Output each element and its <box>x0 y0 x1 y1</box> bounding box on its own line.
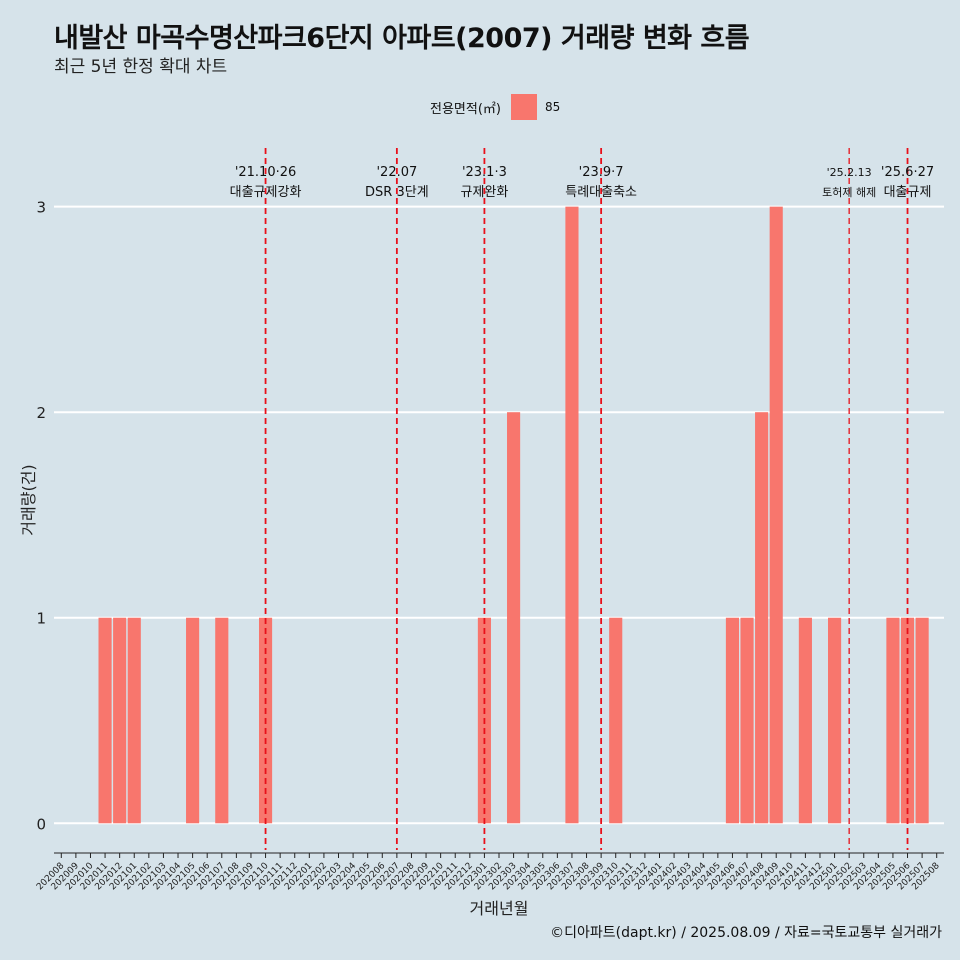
bar <box>798 617 812 824</box>
bar <box>127 617 141 824</box>
event-date-label: '23.1·3 <box>462 165 507 180</box>
chart-title: 내발산 마곡수명산파크6단지 아파트(2007) 거래량 변화 흐름 <box>54 23 750 54</box>
bar <box>755 412 769 824</box>
event-date-label: '23.9·7 <box>579 165 624 180</box>
event-date-label: '21.10·26 <box>235 165 296 180</box>
bar <box>725 617 740 824</box>
bar <box>828 617 842 824</box>
y-axis-title: 거래량(건) <box>19 464 38 535</box>
y-tick-label: 0 <box>36 815 46 833</box>
y-tick-label: 1 <box>36 610 46 628</box>
y-tick-label: 2 <box>36 404 46 422</box>
event-label: 대출규제강화 <box>230 185 302 200</box>
event-label: 규제완화 <box>460 185 508 200</box>
bar <box>609 617 623 824</box>
legend: 전용면적(㎡) 85 <box>430 94 560 120</box>
chart-subtitle: 최근 5년 한정 확대 차트 <box>54 57 228 77</box>
event-label: DSR 3단계 <box>365 185 429 200</box>
bar <box>740 617 754 824</box>
event-label: 대출규제 <box>884 185 932 200</box>
bar <box>186 617 200 824</box>
source-caption: ©디아파트(dapt.kr) / 2025.08.09 / 자료=국토교통부 실… <box>550 925 942 941</box>
event-date-label: '25.6·27 <box>881 165 934 180</box>
bar <box>915 617 929 824</box>
x-axis-title: 거래년월 <box>470 899 529 918</box>
event-label: 토허제 해제 <box>822 185 876 199</box>
bar <box>113 617 127 824</box>
bar <box>507 412 521 824</box>
event-date-label: '22.07 <box>376 165 417 180</box>
bar <box>886 617 900 824</box>
bar <box>769 206 783 824</box>
bar <box>565 206 579 824</box>
bar <box>215 617 229 824</box>
legend-key <box>510 94 537 120</box>
event-label: 특례대출축소 <box>565 185 637 200</box>
event-date-label: '25.2.13 <box>827 166 872 179</box>
bar <box>98 617 112 824</box>
y-tick-label: 3 <box>36 199 46 217</box>
legend-label: 85 <box>544 100 561 114</box>
legend-title: 전용면적(㎡) <box>430 101 501 117</box>
